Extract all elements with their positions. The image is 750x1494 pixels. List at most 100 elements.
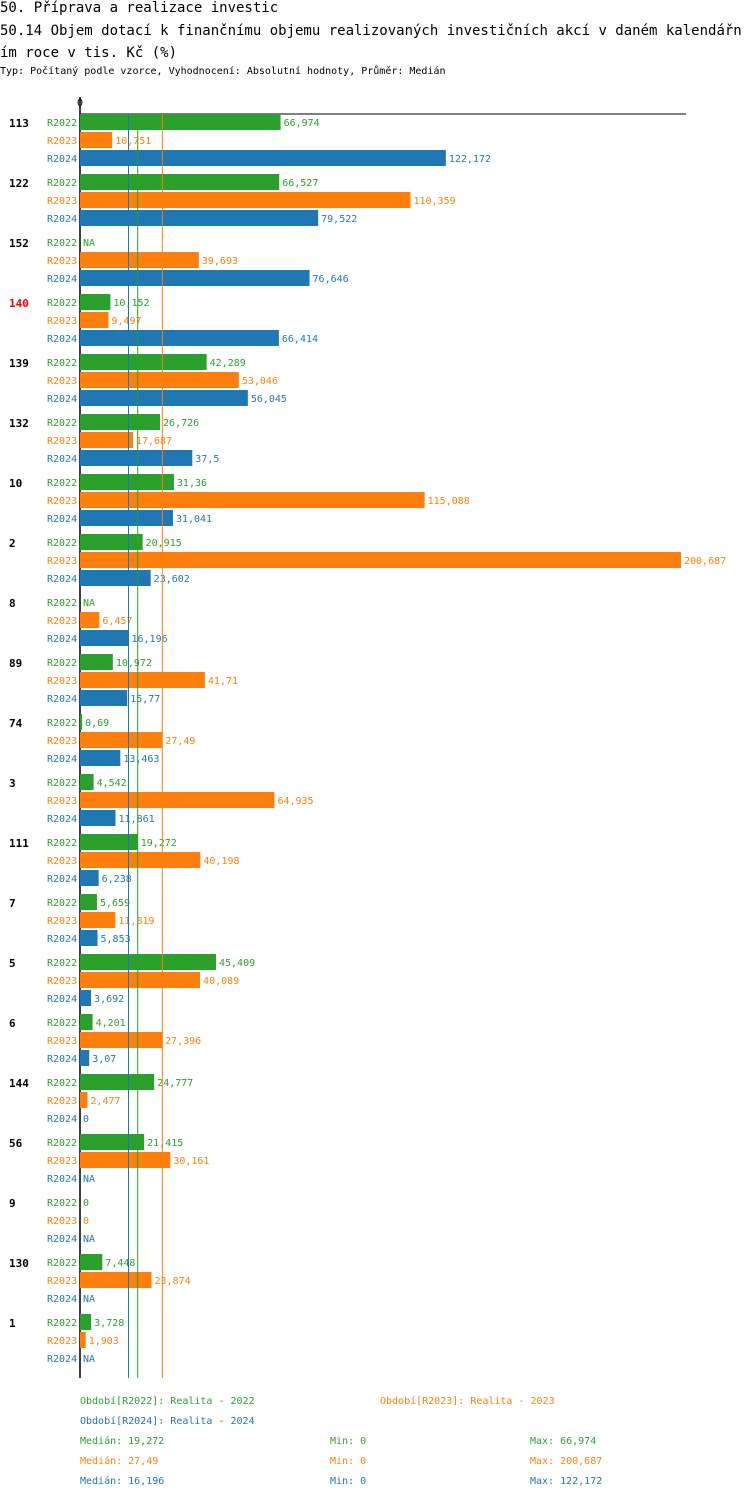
series-label: R2024 [47,154,77,165]
series-label: R2023 [47,556,77,567]
data-label: 27,396 [165,1036,201,1047]
data-label: 3,692 [94,994,124,1005]
series-label: R2022 [47,958,77,969]
series-label: R2024 [47,754,77,765]
series-label: R2023 [47,1336,77,1347]
bar [80,810,116,826]
bar [80,1254,103,1270]
series-label: R2023 [47,256,77,267]
bar [80,714,83,730]
bar [80,1152,171,1168]
series-label: R2023 [47,1276,77,1287]
series-label: R2024 [47,994,77,1005]
series-label: R2024 [47,694,77,705]
bar [80,1332,86,1348]
chart-title: 50. Příprava a realizace investic [0,0,279,16]
legend-period: Období[R2022]: Realita - 2022 [80,1395,255,1407]
data-label: 30,161 [173,1156,209,1167]
series-label: R2022 [47,838,77,849]
series-label: R2022 [47,418,77,429]
data-label: 66,974 [284,118,320,129]
data-label: 19,272 [141,838,177,849]
bar [80,294,111,310]
series-label: R2024 [47,934,77,945]
bar [80,390,248,406]
series-label: R2023 [47,976,77,987]
data-label: 24,777 [157,1078,193,1089]
data-label: 3,07 [92,1054,116,1065]
series-label: R2022 [47,778,77,789]
data-label: 27,49 [165,736,195,747]
data-label: 200,687 [684,556,726,567]
group-label: 144 [9,1077,29,1090]
data-label: 13,463 [123,754,159,765]
series-label: R2024 [47,1054,77,1065]
series-label: R2023 [47,136,77,147]
series-label: R2023 [47,856,77,867]
series-label: R2024 [47,874,77,885]
bar [80,432,133,448]
bar [80,1272,152,1288]
group-label: 8 [9,597,16,610]
bar [80,672,205,688]
series-label: R2024 [47,514,77,525]
group-label: 89 [9,657,22,670]
bar [80,174,280,190]
bar [80,354,207,370]
data-label: 21,415 [147,1138,183,1149]
bar [80,1092,88,1108]
data-label: 64,935 [277,796,313,807]
data-label: 110,359 [413,196,455,207]
data-label: 16,196 [132,634,168,645]
series-label: R2024 [47,574,77,585]
data-label: 10,751 [115,136,151,147]
data-label: 7,448 [105,1258,135,1269]
bar [80,1014,93,1030]
bar [80,750,121,766]
data-label: 31,36 [177,478,207,489]
series-label: R2022 [47,658,77,669]
bar [80,954,216,970]
data-label: 5,853 [101,934,131,945]
data-label: 1,903 [89,1336,119,1347]
data-label: 6,457 [102,616,132,627]
data-label: NA [83,1234,95,1245]
bar [80,192,411,208]
series-label: R2022 [47,478,77,489]
data-label: 4,542 [97,778,127,789]
legend-max: Max: 122,172 [530,1476,602,1487]
series-label: R2022 [47,718,77,729]
data-label: 79,522 [321,214,357,225]
data-label: 15,77 [130,694,160,705]
series-label: R2023 [47,1036,77,1047]
bar [80,330,279,346]
series-label: R2023 [47,736,77,747]
bar [80,450,193,466]
series-label: R2023 [47,436,77,447]
series-label: R2023 [47,676,77,687]
data-label: 40,198 [203,856,239,867]
data-label: 40,089 [203,976,239,987]
data-label: 31,041 [176,514,212,525]
bar [80,414,161,430]
data-label: 5,659 [100,898,130,909]
series-label: R2022 [47,358,77,369]
bar [80,372,239,388]
data-label: 37,5 [195,454,219,465]
group-label: 5 [9,957,16,970]
legend-min: Min: 0 [330,1436,366,1447]
series-label: R2022 [47,1258,77,1269]
bar [80,1032,163,1048]
series-label: R2023 [47,496,77,507]
series-label: R2022 [47,178,77,189]
data-label: 0 [83,1216,89,1227]
legend-max: Max: 66,974 [530,1436,596,1447]
group-label: 2 [9,537,16,550]
data-label: 4,201 [96,1018,126,1029]
chart-subtitle: 50.14 Objem dotací k finančnímu objemu r… [0,23,742,61]
data-label: 56,045 [251,394,287,405]
legend-min: Min: 0 [330,1476,366,1487]
series-label: R2023 [47,316,77,327]
series-label: R2024 [47,334,77,345]
